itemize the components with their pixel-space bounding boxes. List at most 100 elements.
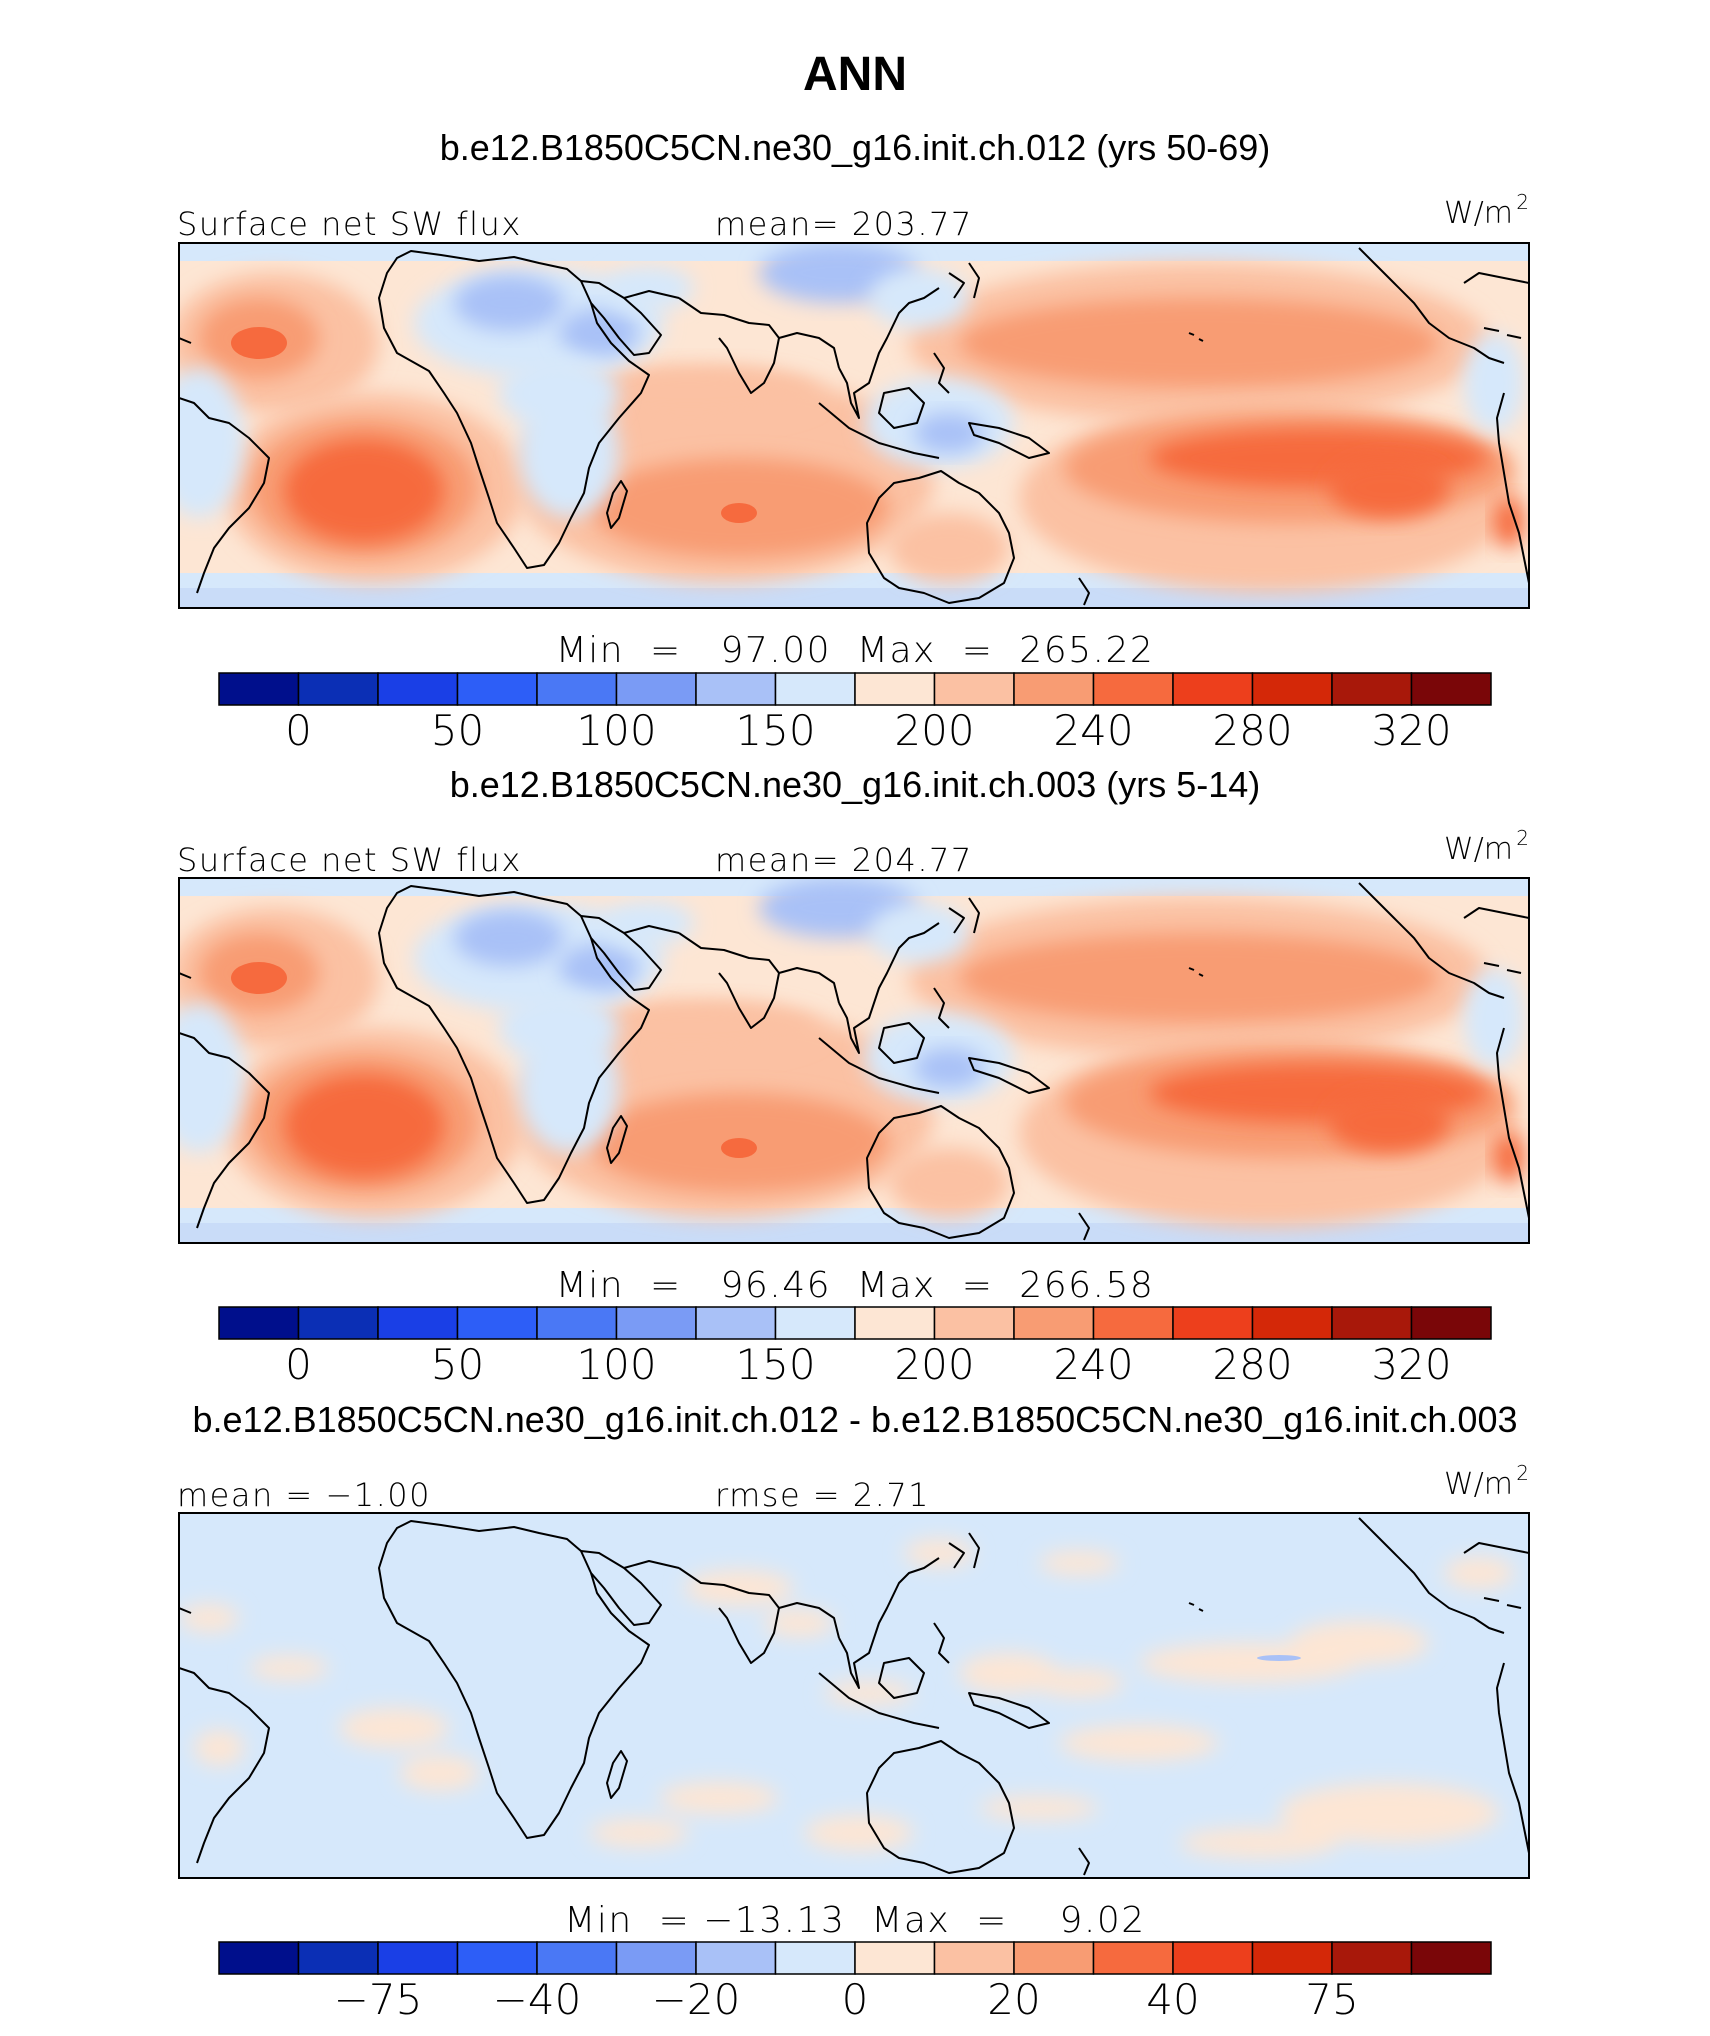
colorbar-bin	[456, 1941, 538, 1975]
panel-left-label: Surface net SW flux	[177, 841, 522, 879]
colorbar-bin	[1331, 1306, 1413, 1340]
panel-center-label: rmse = 2.71	[715, 1476, 930, 1514]
colorbar-tick-label: 150	[735, 706, 815, 755]
colorbar-bin	[774, 672, 856, 706]
colorbar-tick-label: 320	[1371, 706, 1451, 755]
colorbar-tick-label: 280	[1212, 1340, 1292, 1389]
colorbar-tick-label: 280	[1212, 706, 1292, 755]
colorbar-bin	[774, 1941, 856, 1975]
colorbar-bin	[1092, 1306, 1174, 1340]
colorbar-tick-label: 200	[894, 706, 974, 755]
colorbar-tick-label: 0	[842, 1975, 869, 2024]
colorbar-bin	[933, 1306, 1015, 1340]
colorbar-bin	[615, 1306, 697, 1340]
colorbar-tick-label: 240	[1053, 706, 1133, 755]
field-contours	[179, 1513, 1529, 1878]
colorbar-bin	[297, 1306, 379, 1340]
panel-2: b.e12.B1850C5CN.ne30_g16.init.ch.003 (yr…	[177, 764, 1530, 1389]
panel-units-superscript: 2	[1516, 826, 1529, 850]
colorbar-bin	[1172, 672, 1254, 706]
panel-minmax-label: Min = 96.46 Max = 266.58	[556, 1265, 1155, 1306]
colorbar-bin	[1092, 672, 1174, 706]
panel-center-label: mean= 204.77	[715, 841, 973, 879]
colorbar-tick-label: −40	[493, 1975, 582, 2024]
colorbar-bin	[456, 1306, 538, 1340]
colorbar-bin	[854, 1941, 936, 1975]
colorbar-bin	[1251, 672, 1333, 706]
colorbar-bin	[615, 672, 697, 706]
panel-1: b.e12.B1850C5CN.ne30_g16.init.ch.012 (yr…	[154, 127, 1530, 755]
colorbar-bin	[933, 1941, 1015, 1975]
colorbar-bin	[1331, 672, 1413, 706]
colorbar-bin	[695, 1941, 777, 1975]
colorbar-bin	[218, 672, 300, 706]
colorbar-bin	[615, 1941, 697, 1975]
panel-minmax-label: Min = 97.00 Max = 265.22	[556, 630, 1155, 671]
colorbar: 0 50 100 150 200 240 280 320	[218, 672, 1492, 755]
colorbar-bin	[456, 672, 538, 706]
colorbar-bin	[377, 672, 459, 706]
colorbar-bin	[297, 672, 379, 706]
colorbar-tick-label: 0	[285, 706, 312, 755]
map-frame	[178, 877, 1530, 1244]
colorbar-tick-label: −20	[652, 1975, 741, 2024]
colorbar-bin	[377, 1306, 459, 1340]
panel-3: b.e12.B1850C5CN.ne30_g16.init.ch.012 - b…	[177, 1399, 1530, 2024]
colorbar-bin	[1251, 1306, 1333, 1340]
panel-units-label: W/m	[1444, 832, 1513, 867]
colorbar-bin	[1410, 672, 1492, 706]
colorbar-bin	[218, 1941, 300, 1975]
panel-units-label: W/m	[1444, 1467, 1513, 1502]
colorbar-bin	[297, 1941, 379, 1975]
colorbar-tick-label: 240	[1053, 1340, 1133, 1389]
colorbar-bin	[695, 672, 777, 706]
colorbar-bin	[933, 672, 1015, 706]
panel-left-label: mean = −1.00	[177, 1476, 431, 1514]
colorbar-bin	[1410, 1941, 1492, 1975]
panel-case-title: b.e12.B1850C5CN.ne30_g16.init.ch.012 (yr…	[440, 127, 1271, 168]
colorbar-bin	[854, 672, 936, 706]
panel-map	[178, 877, 1530, 1244]
colorbar-tick-label: 40	[1146, 1975, 1199, 2024]
panel-units-label: W/m	[1444, 196, 1513, 231]
colorbar-bin	[1251, 1941, 1333, 1975]
colorbar-bin	[1410, 1306, 1492, 1340]
panel-units-superscript: 2	[1516, 190, 1529, 214]
panel-case-title: b.e12.B1850C5CN.ne30_g16.init.ch.003 (yr…	[450, 764, 1261, 805]
panel-minmax-label: Min = −13.13 Max = 9.02	[564, 1900, 1145, 1941]
colorbar-bin	[536, 1941, 618, 1975]
colorbar-bin	[536, 1306, 618, 1340]
map-frame	[178, 1512, 1530, 1879]
colorbar-tick-label: 75	[1305, 1975, 1358, 2024]
colorbar-tick-label: −75	[334, 1975, 423, 2024]
panel-units-superscript: 2	[1516, 1461, 1529, 1485]
colorbar: −75 −40 −20 0 20 40 75	[218, 1941, 1492, 2024]
panels-container: b.e12.B1850C5CN.ne30_g16.init.ch.012 (yr…	[154, 127, 1530, 2024]
colorbar-tick-label: 50	[431, 1340, 484, 1389]
page-title: ANN	[803, 48, 907, 101]
map-frame	[178, 242, 1530, 609]
colorbar-tick-label: 100	[576, 706, 656, 755]
colorbar-bin	[1092, 1941, 1174, 1975]
panel-case-title: b.e12.B1850C5CN.ne30_g16.init.ch.012 - b…	[193, 1399, 1518, 1440]
colorbar-tick-label: 150	[735, 1340, 815, 1389]
colorbar-tick-label: 100	[576, 1340, 656, 1389]
colorbar-bin	[218, 1306, 300, 1340]
colorbar-bin	[1331, 1941, 1413, 1975]
colorbar-bin	[854, 1306, 936, 1340]
panel-center-label: mean= 203.77	[715, 205, 973, 243]
colorbar-bin	[1172, 1941, 1254, 1975]
colorbar-bin	[1013, 672, 1095, 706]
field-contours	[154, 243, 1529, 608]
panel-map	[154, 242, 1530, 609]
colorbar-tick-label: 20	[987, 1975, 1040, 2024]
colorbar-bin	[1013, 1941, 1095, 1975]
colorbar: 0 50 100 150 200 240 280 320	[218, 1306, 1492, 1389]
colorbar-bin	[536, 672, 618, 706]
panel-map	[178, 1512, 1530, 1879]
colorbar-bin	[377, 1941, 459, 1975]
colorbar-tick-label: 50	[431, 706, 484, 755]
colorbar-bin	[1013, 1306, 1095, 1340]
colorbar-tick-label: 320	[1371, 1340, 1451, 1389]
